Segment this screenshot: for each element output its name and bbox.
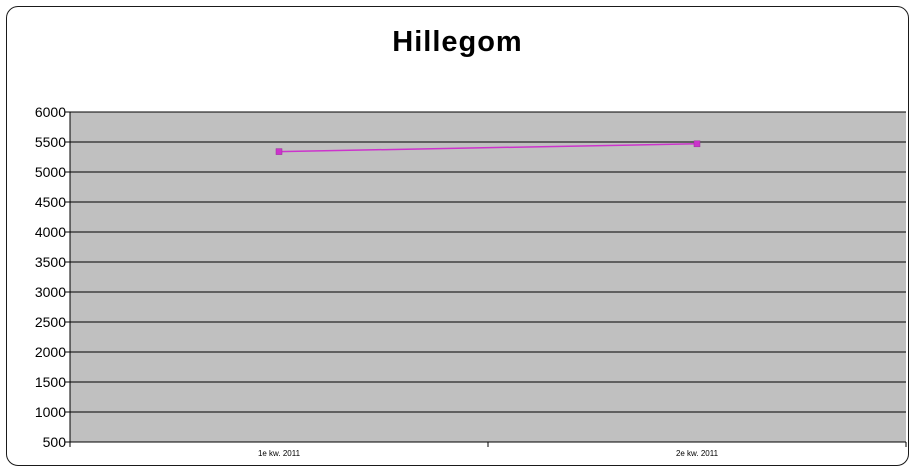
y-tick-label: 1500: [35, 374, 66, 390]
y-tick-label: 5500: [35, 134, 66, 150]
y-tick-label: 2500: [35, 314, 66, 330]
y-tick-label: 6000: [35, 104, 66, 120]
y-tick-label: 2000: [35, 344, 66, 360]
series: [275, 140, 701, 155]
y-tick-label: 3500: [35, 254, 66, 270]
x-axis-ticks: 1e kw. 2011 2e kw. 2011: [69, 442, 907, 458]
data-point: [275, 148, 283, 155]
x-tick-label: 1e kw. 2011: [258, 449, 301, 458]
gridlines: [70, 111, 906, 413]
y-tick-label: 4500: [35, 194, 66, 210]
chart-title: Hillegom: [392, 26, 523, 58]
y-axis-ticks: 6000 5500 5000 4500 4000 3500 3000 2500 2000 1500…: [35, 104, 70, 450]
data-point: [693, 140, 701, 148]
y-tick-label: 1000: [35, 404, 66, 420]
series-line: [278, 143, 698, 153]
y-tick-label: 4000: [35, 224, 66, 240]
y-tick-label: 500: [43, 434, 67, 450]
y-tick-label: 3000: [35, 284, 66, 300]
y-tick-label: 5000: [35, 164, 66, 180]
x-tick-label: 2e kw. 2011: [676, 449, 719, 458]
plot-area: [70, 112, 906, 442]
